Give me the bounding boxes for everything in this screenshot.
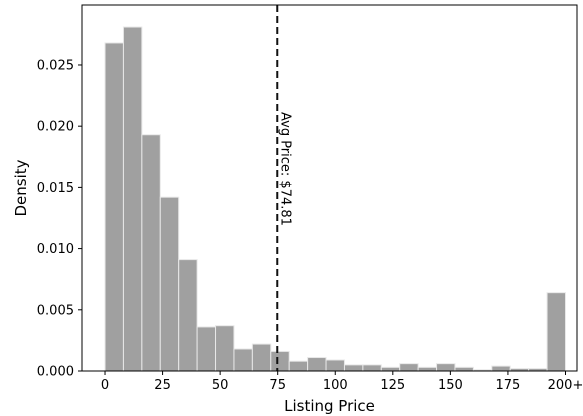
y-tick-label: 0.000 xyxy=(37,365,74,380)
x-tick-label: 50 xyxy=(212,378,229,393)
histogram-bar xyxy=(196,326,217,372)
average-price-annotation: Avg Price: $74.81 xyxy=(277,112,292,226)
histogram-bar xyxy=(104,42,124,372)
histogram-bar xyxy=(178,259,198,372)
y-axis-ticks: 0.000 0.005 0.010 0.015 0.020 0.025 xyxy=(37,58,82,380)
histogram-bar xyxy=(399,363,419,372)
histogram-bar xyxy=(270,350,290,372)
histogram-bar xyxy=(343,364,364,372)
y-tick-label: 0.020 xyxy=(37,120,74,135)
x-tick-label: 125 xyxy=(380,378,405,393)
x-tick-label: 100 xyxy=(323,378,348,393)
x-axis-label: Listing Price xyxy=(284,397,375,415)
histogram-bar xyxy=(546,292,566,372)
y-axis-label: Density xyxy=(12,159,30,216)
histogram-bar xyxy=(417,366,438,372)
histogram-bar xyxy=(436,363,456,372)
histogram-bar xyxy=(380,366,401,372)
histogram-bar xyxy=(491,365,511,372)
histogram-bar xyxy=(159,196,180,372)
x-tick-label: 175 xyxy=(496,378,521,393)
x-tick-label: 150 xyxy=(438,378,463,393)
x-tick-label: 25 xyxy=(154,378,171,393)
histogram-bar xyxy=(251,343,272,372)
histogram-bar xyxy=(215,325,235,372)
histogram-bar xyxy=(325,359,345,372)
x-tick-label: 0 xyxy=(101,378,109,393)
y-tick-label: 0.015 xyxy=(37,181,74,196)
y-tick-label: 0.005 xyxy=(37,303,74,318)
histogram-bar xyxy=(288,360,309,372)
histogram-bar xyxy=(233,348,253,372)
x-axis-ticks: 0 25 50 75 100 125 150 175 200+ xyxy=(101,371,583,393)
x-tick-label: 200+ xyxy=(548,378,583,393)
y-tick-label: 0.010 xyxy=(37,242,74,257)
y-tick-label: 0.025 xyxy=(37,58,74,73)
x-tick-label: 75 xyxy=(269,378,286,393)
histogram-bar xyxy=(122,26,143,372)
histogram-bar xyxy=(307,357,327,372)
plot-frame xyxy=(81,4,578,372)
histogram-bar xyxy=(454,366,474,372)
histogram-bar xyxy=(141,134,161,372)
bars-group xyxy=(104,26,566,372)
histogram-bar xyxy=(362,364,382,372)
